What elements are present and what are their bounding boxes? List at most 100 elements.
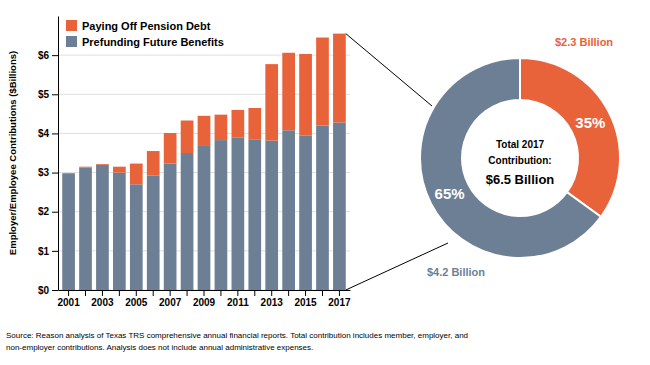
- y-tick-mark: [52, 290, 58, 291]
- source-line: non-employer contributions. Analysis doe…: [6, 343, 313, 352]
- center-text: $6.5 Billion: [486, 172, 555, 187]
- bar: [164, 164, 177, 290]
- x-tick: 2013: [261, 290, 284, 308]
- x-tick-label: 2011: [227, 297, 249, 308]
- x-tick-mark: [339, 290, 340, 296]
- y-tick-mark: [52, 173, 58, 174]
- x-tick-mark: [220, 290, 221, 296]
- legend-item: Paying Off Pension Debt: [66, 20, 211, 32]
- bar: [79, 166, 92, 168]
- bar: [181, 121, 194, 153]
- y-tick: $3: [38, 167, 58, 178]
- bar: [96, 163, 109, 165]
- bar: [79, 167, 92, 290]
- y-tick: $4: [38, 128, 58, 139]
- bar: [299, 54, 312, 135]
- y-tick-mark: [52, 94, 58, 95]
- bar: [147, 151, 160, 176]
- bar: [333, 122, 346, 290]
- bar: [113, 167, 126, 173]
- legend-swatch: [66, 36, 77, 47]
- y-axis: $0 $1 $2 $3 $4 $5 $6: [38, 17, 59, 296]
- legend-label: Paying Off Pension Debt: [82, 20, 211, 32]
- bar: [248, 139, 261, 290]
- x-tick: [220, 290, 221, 296]
- bar: [164, 133, 177, 164]
- bar: [147, 176, 160, 290]
- x-tick-mark: [68, 290, 69, 296]
- x-tick-mark: [271, 290, 272, 296]
- x-tick-label: 2017: [328, 297, 351, 308]
- bar: [316, 38, 329, 126]
- x-tick-mark: [305, 290, 306, 296]
- y-tick-label: $1: [38, 246, 50, 257]
- x-tick-label: 2009: [193, 297, 216, 308]
- x-tick: 2015: [294, 290, 317, 308]
- x-tick-mark: [102, 290, 103, 296]
- legend-label: Prefunding Future Benefits: [82, 36, 224, 48]
- x-tick: 2005: [125, 290, 148, 308]
- bar: [62, 172, 75, 174]
- chart-svg: 2001 2003 2005 2007 2009 2011 2013 2015 2017 $0 $1…: [0, 0, 650, 365]
- y-axis-title: Employer/Employee Contributions ($Billio…: [7, 51, 18, 255]
- slice: [520, 58, 620, 217]
- x-tick-mark: [322, 290, 323, 296]
- center-text: Contribution:: [488, 155, 551, 166]
- x-tick-mark: [85, 290, 86, 296]
- bar-series: [62, 34, 346, 185]
- legend-swatch: [66, 20, 77, 31]
- x-tick-label: 2013: [261, 297, 284, 308]
- x-tick: [322, 290, 323, 296]
- bar: [316, 126, 329, 290]
- bar: [248, 108, 261, 139]
- x-tick-mark: [136, 290, 137, 296]
- bar: [198, 146, 211, 290]
- y-tick-mark: [52, 133, 58, 134]
- bar: [333, 34, 346, 123]
- y-axis-line: [58, 17, 59, 291]
- bar: [113, 173, 126, 290]
- x-tick: 2017: [328, 290, 351, 308]
- slice-label: 35%: [575, 114, 605, 131]
- bar: [232, 137, 245, 290]
- bar: [215, 115, 228, 140]
- x-tick: [85, 290, 86, 296]
- x-tick-label: 2005: [125, 297, 148, 308]
- x-tick: 2001: [57, 290, 80, 308]
- x-tick-label: 2015: [294, 297, 317, 308]
- y-tick: $5: [38, 89, 58, 100]
- x-tick: 2003: [91, 290, 114, 308]
- y-tick: $0: [38, 285, 58, 296]
- donut: [420, 58, 620, 258]
- slice-category: $4.2 Billion: [427, 266, 485, 278]
- source-note: Source: Reason analysis of Texas TRS com…: [6, 331, 468, 352]
- y-tick-label: $4: [38, 128, 50, 139]
- bar: [130, 164, 143, 185]
- y-tick: $1: [38, 246, 58, 257]
- legend-item: Prefunding Future Benefits: [66, 36, 224, 48]
- y-tick-label: $0: [38, 285, 50, 296]
- bar: [130, 184, 143, 290]
- y-tick-label: $2: [38, 206, 50, 217]
- x-tick: 2009: [193, 290, 216, 308]
- y-tick-mark: [52, 212, 58, 213]
- slice-category: $2.3 Billion: [555, 36, 613, 48]
- bar: [282, 53, 295, 131]
- x-tick: [187, 290, 188, 296]
- x-tick-mark: [288, 290, 289, 296]
- x-tick-mark: [170, 290, 171, 296]
- x-tick: [153, 290, 154, 296]
- x-tick: 2007: [159, 290, 182, 308]
- bar: [181, 153, 194, 290]
- y-tick-label: $5: [38, 89, 50, 100]
- x-tick-label: 2003: [91, 297, 114, 308]
- legend: Paying Off Pension Debt Prefunding Future…: [66, 20, 224, 48]
- bar: [215, 140, 228, 290]
- bar: [299, 135, 312, 290]
- connector: [346, 34, 432, 106]
- x-tick: 2011: [227, 290, 249, 308]
- y-tick-mark: [52, 251, 58, 252]
- x-axis: 2001 2003 2005 2007 2009 2011 2013 2015 2017: [57, 290, 351, 308]
- y-tick-label: $6: [38, 50, 50, 61]
- x-tick-mark: [204, 290, 205, 296]
